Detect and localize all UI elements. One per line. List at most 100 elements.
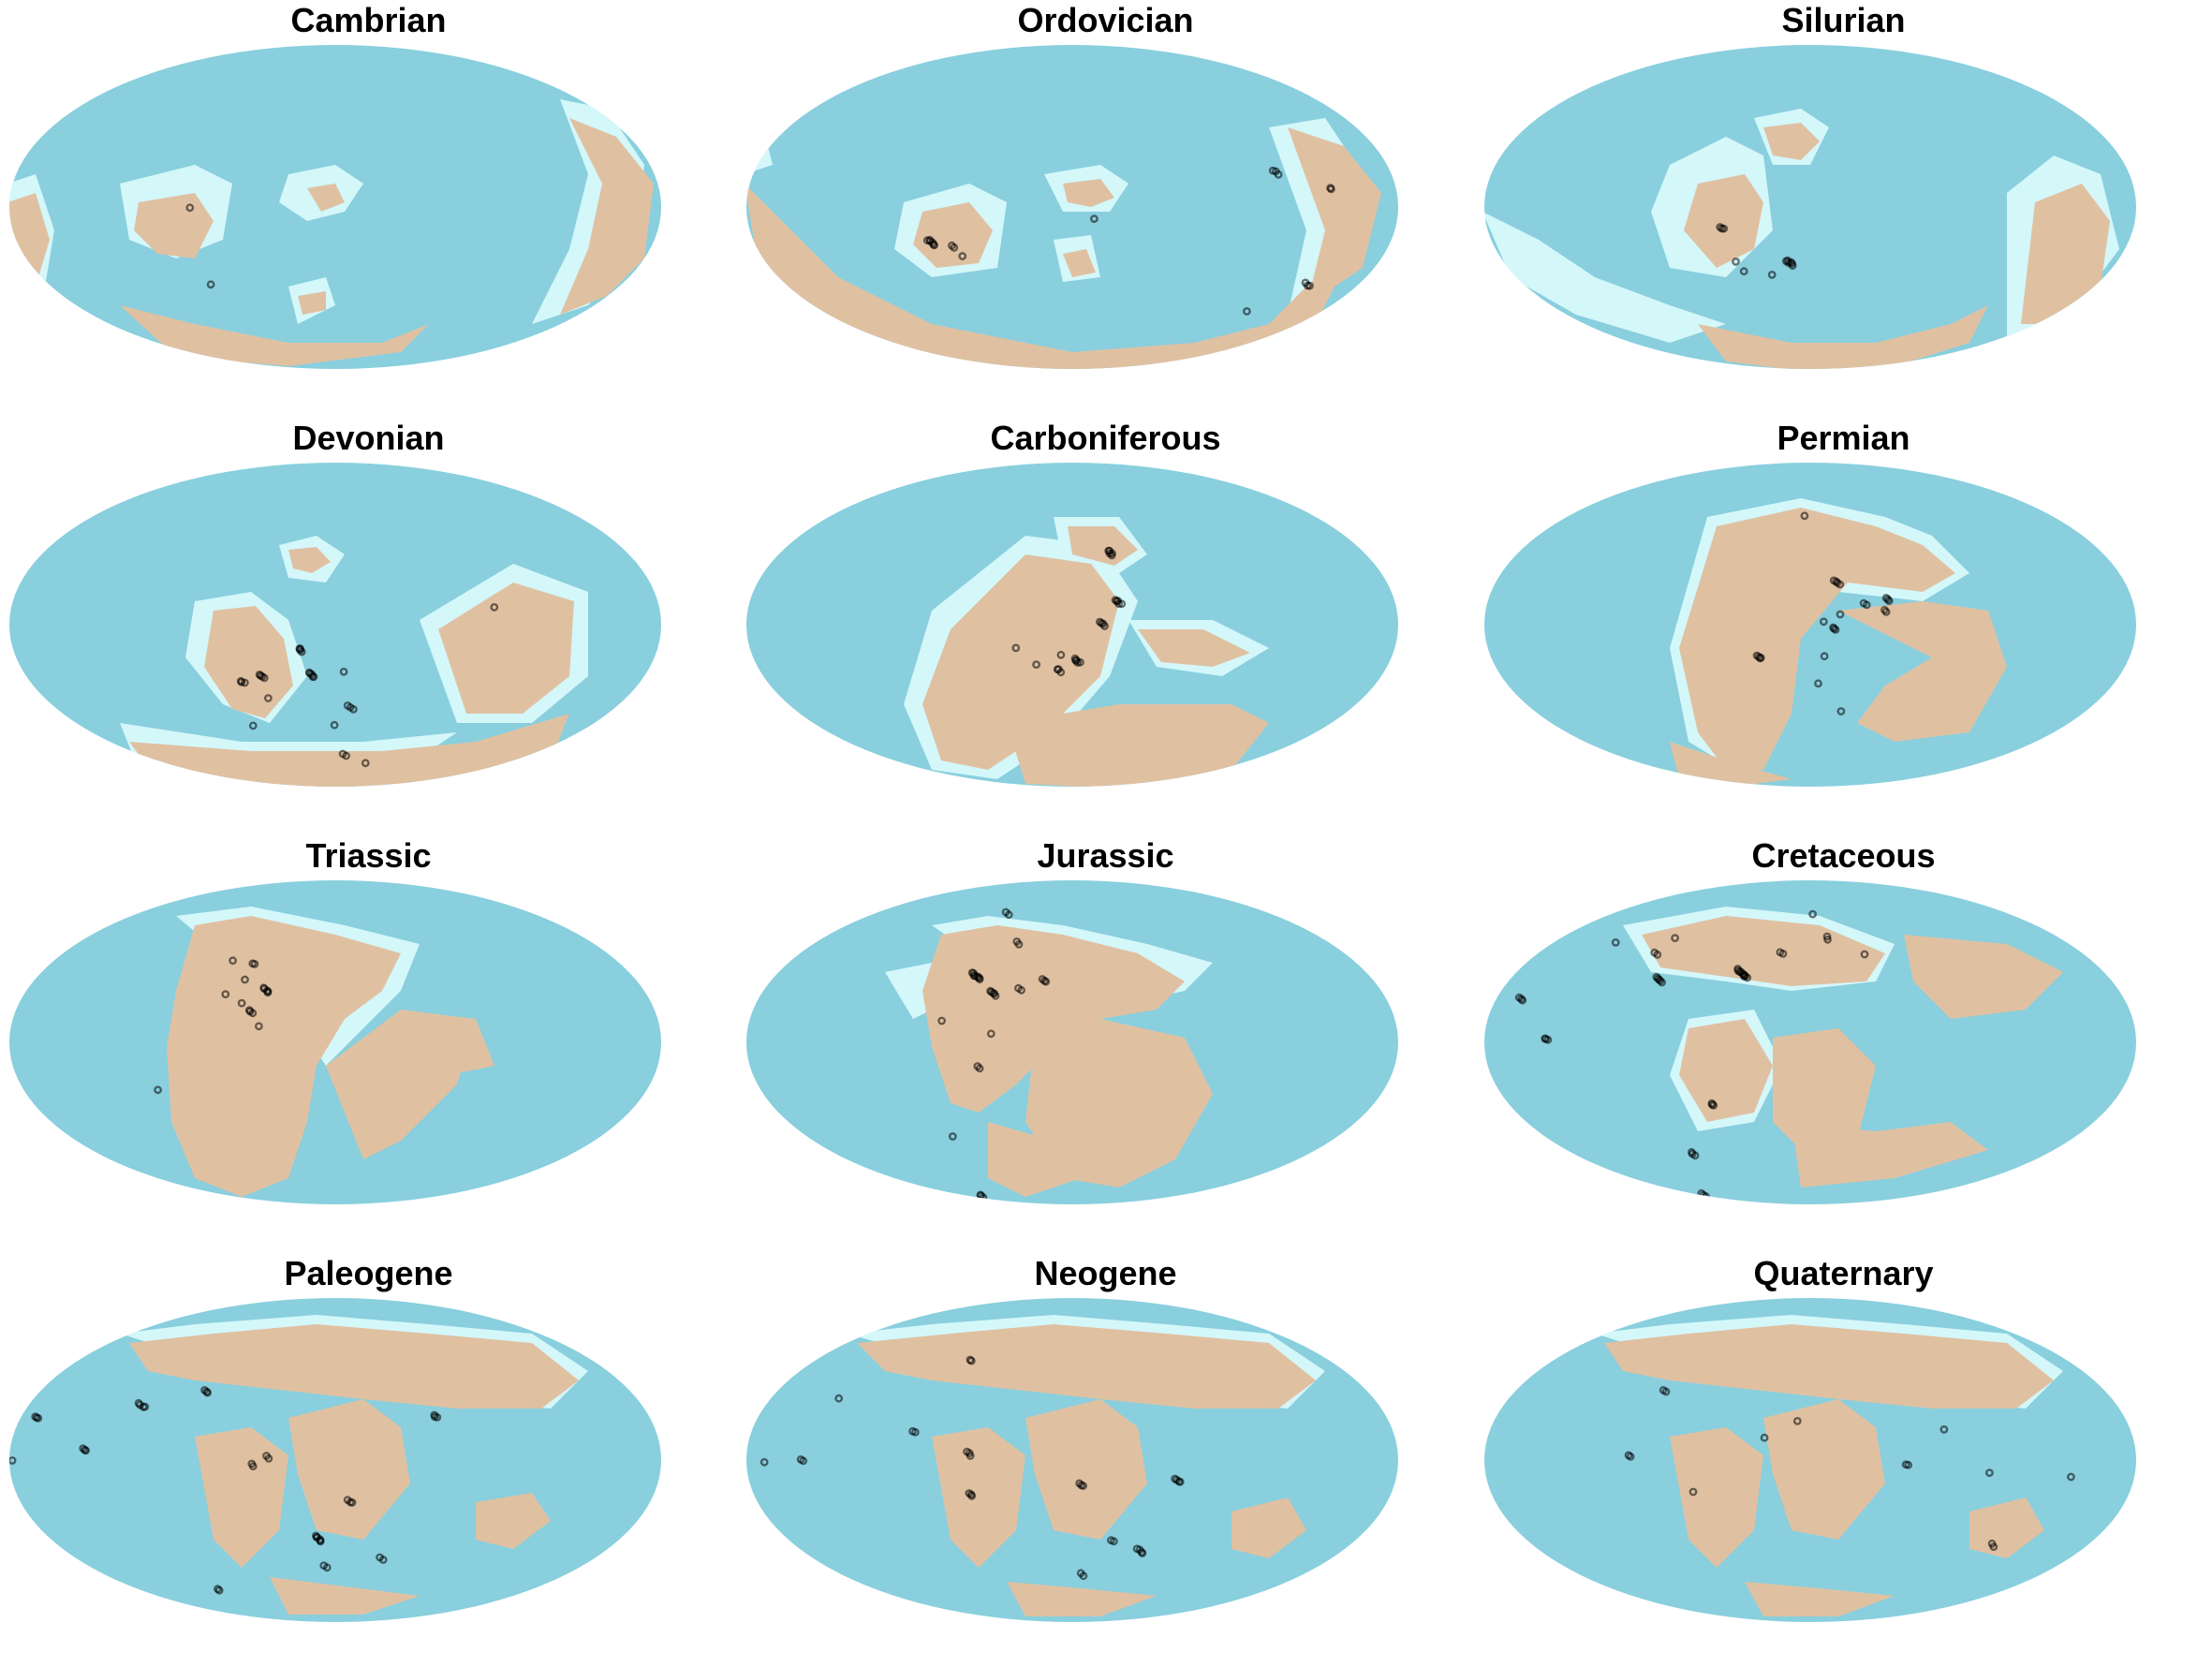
fossil-occurrence-marker	[241, 975, 249, 984]
fossil-occurrence-marker	[263, 988, 273, 997]
fossil-occurrence-marker	[1138, 1549, 1147, 1557]
landmass	[1642, 916, 1885, 986]
fossil-occurrence-marker	[1109, 1537, 1118, 1546]
map-panel-jurassic: Jurassic	[737, 835, 1474, 1249]
fossil-occurrence-marker	[910, 1427, 920, 1437]
fossil-occurrence-marker	[834, 1394, 844, 1403]
panel-title: Carboniferous	[990, 419, 1221, 457]
fossil-occurrence-marker	[759, 1457, 769, 1467]
landmass	[129, 714, 569, 787]
fossil-occurrence-marker	[1814, 679, 1822, 688]
fossil-occurrence-marker	[1719, 224, 1729, 233]
fossil-occurrence-marker	[1056, 650, 1066, 659]
fossil-occurrence-marker	[1831, 625, 1840, 634]
fossil-occurrence-marker	[967, 1491, 977, 1500]
fossil-occurrence-marker	[1089, 214, 1099, 224]
landmass	[913, 202, 993, 268]
panel-title: Cretaceous	[1751, 836, 1936, 875]
fossil-occurrence-marker	[1788, 261, 1797, 271]
landmass	[195, 1427, 288, 1568]
fossil-occurrence-marker	[221, 990, 230, 999]
fossil-occurrence-marker	[309, 672, 318, 682]
fossil-occurrence-marker	[2067, 1472, 2075, 1482]
fossil-occurrence-marker	[1017, 985, 1025, 995]
landmass	[120, 305, 429, 366]
fossil-occurrence-marker	[975, 975, 984, 984]
landmass	[167, 916, 401, 1197]
landmass	[1670, 1427, 1763, 1568]
landmass	[1068, 526, 1138, 566]
fossil-occurrence-marker	[1690, 1151, 1700, 1160]
fossil-occurrence-marker	[154, 1085, 163, 1095]
landmass	[204, 606, 293, 718]
fossil-occurrence-marker	[1661, 1387, 1671, 1396]
landmass	[1670, 742, 1792, 787]
paleomap-triassic	[9, 880, 661, 1204]
fossil-occurrence-marker	[1671, 934, 1680, 942]
fossil-occurrence-marker	[1107, 551, 1116, 560]
fossil-occurrence-marker	[1243, 306, 1251, 316]
fossil-occurrence-marker	[34, 1413, 43, 1423]
fossil-occurrence-marker	[250, 960, 259, 968]
fossil-occurrence-marker	[1800, 511, 1809, 521]
fossil-occurrence-marker	[490, 602, 499, 612]
fossil-occurrence-marker	[1076, 657, 1084, 667]
landmass	[307, 184, 345, 212]
fossil-occurrence-marker	[1032, 660, 1040, 670]
landmass	[1063, 249, 1096, 277]
fossil-occurrence-marker	[986, 1029, 995, 1039]
map-panel-ordovician: Ordovician	[737, 0, 1474, 414]
fossil-occurrence-marker	[1611, 938, 1620, 947]
fossil-occurrence-marker	[1688, 1487, 1698, 1497]
fossil-occurrence-marker	[1860, 950, 1869, 959]
paleomap-paleogene	[9, 1298, 661, 1622]
landmass	[922, 554, 1119, 770]
fossil-occurrence-marker	[966, 1452, 975, 1460]
fossil-occurrence-marker	[1760, 1433, 1769, 1442]
fossil-occurrence-marker	[378, 1556, 388, 1564]
panel-title: Cambrian	[290, 1, 447, 39]
panel-title: Neogene	[1034, 1254, 1177, 1292]
paleomap-cambrian	[9, 45, 661, 369]
paleomap-carboniferous	[746, 463, 1398, 787]
landmass	[1745, 1582, 1895, 1616]
map-panel-permian: Permian	[1475, 418, 2212, 832]
map-panel-neogene: Neogene	[737, 1253, 1474, 1667]
landmass	[1904, 935, 2063, 1019]
fossil-occurrence-marker	[1836, 580, 1845, 589]
fossil-occurrence-marker	[1079, 1571, 1088, 1581]
landmass	[1679, 1019, 1773, 1122]
map-panel-quaternary: Quaternary	[1475, 1253, 2212, 1667]
landmass	[1679, 508, 1955, 770]
map-panel-cambrian: Cambrian	[0, 0, 737, 414]
paleomap-quaternary	[1484, 1298, 2136, 1622]
fossil-occurrence-marker	[966, 1356, 976, 1365]
fossil-occurrence-marker	[1175, 1477, 1185, 1486]
fossil-occurrence-marker	[9, 1456, 17, 1465]
panel-title: Permian	[1777, 419, 1910, 457]
paleomap-devonian	[9, 463, 661, 787]
map-panel-silurian: Silurian	[1475, 0, 2212, 414]
fossil-occurrence-marker	[1732, 257, 1740, 266]
fossil-occurrence-marker	[237, 998, 246, 1008]
fossil-occurrence-marker	[1543, 1035, 1553, 1044]
fossil-occurrence-marker	[1985, 1468, 1994, 1478]
fossil-occurrence-marker	[140, 1402, 150, 1411]
fossil-occurrence-marker	[1011, 643, 1021, 653]
landmass	[288, 1399, 410, 1540]
paleomap-neogene	[746, 1298, 1398, 1622]
fossil-occurrence-marker	[1701, 1192, 1710, 1201]
map-panel-devonian: Devonian	[0, 418, 737, 832]
landmass	[1763, 123, 1820, 160]
fossil-occurrence-marker	[958, 252, 967, 260]
fossil-occurrence-marker	[1836, 610, 1845, 619]
landmass	[129, 1324, 579, 1409]
fossil-occurrence-marker	[264, 1453, 273, 1463]
landmass	[298, 291, 326, 315]
fossil-occurrence-marker	[297, 647, 306, 656]
fossil-occurrence-marker	[1743, 973, 1752, 982]
landmass	[1763, 1399, 1885, 1540]
map-panel-cretaceous: Cretaceous	[1475, 835, 2212, 1249]
panel-title: Silurian	[1781, 1, 1906, 39]
